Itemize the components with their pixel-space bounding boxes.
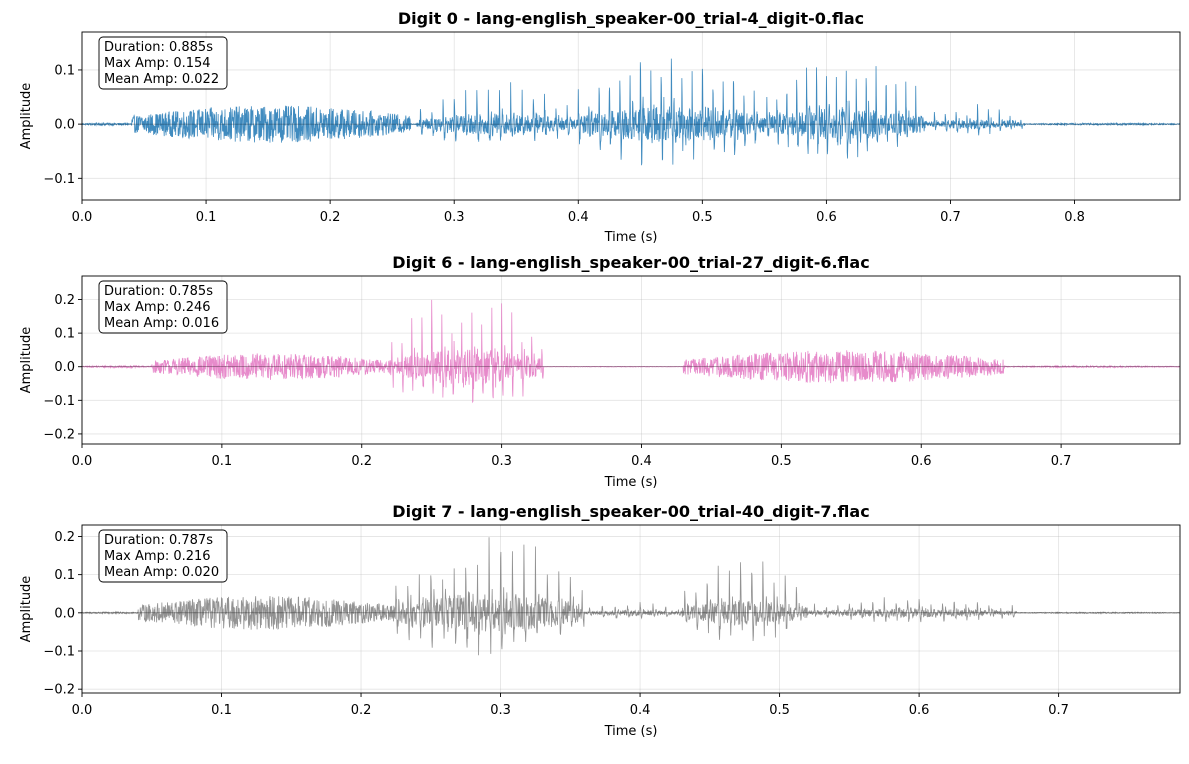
stats-line2: Max Amp: 0.154 [104, 56, 211, 71]
x-tick-label: 0.1 [212, 454, 233, 469]
x-tick-label: 0.2 [351, 703, 372, 718]
x-tick-label: 0.8 [1064, 210, 1085, 225]
x-tick-label: 0.1 [211, 703, 232, 718]
x-axis-label: Time (s) [604, 475, 658, 490]
y-axis-label: Amplitude [19, 83, 34, 150]
x-tick-label: 0.5 [771, 454, 792, 469]
y-tick-label: 0.1 [54, 63, 75, 78]
subplot-title: Digit 7 - lang-english_speaker-00_trial-… [392, 502, 869, 521]
x-tick-label: 0.7 [940, 210, 961, 225]
y-tick-label: −0.1 [43, 645, 75, 660]
x-tick-label: 0.4 [631, 454, 652, 469]
stats-line2: Max Amp: 0.246 [104, 300, 211, 315]
x-tick-label: 0.0 [72, 703, 93, 718]
y-tick-label: 0.0 [54, 360, 75, 375]
stats-line2: Max Amp: 0.216 [104, 549, 211, 564]
stats-line1: Duration: 0.885s [104, 40, 213, 55]
y-axis-label: Amplitude [19, 576, 34, 643]
stats-line1: Duration: 0.785s [104, 284, 213, 299]
y-tick-label: −0.2 [43, 683, 75, 698]
x-tick-label: 0.5 [692, 210, 713, 225]
x-tick-label: 0.2 [351, 454, 372, 469]
x-tick-label: 0.7 [1051, 454, 1072, 469]
x-tick-label: 0.4 [568, 210, 589, 225]
stats-line3: Mean Amp: 0.016 [104, 316, 219, 331]
waveform-series [82, 300, 1180, 402]
x-tick-label: 0.7 [1048, 703, 1069, 718]
y-tick-label: 0.1 [54, 568, 75, 583]
x-tick-label: 0.1 [196, 210, 217, 225]
subplot-digit-1: Digit 6 - lang-english_speaker-00_trial-… [19, 253, 1180, 490]
x-tick-label: 0.3 [490, 703, 511, 718]
x-tick-label: 0.0 [72, 210, 93, 225]
y-tick-label: −0.1 [43, 394, 75, 409]
y-tick-label: −0.2 [43, 427, 75, 442]
waveform-series [82, 59, 1180, 166]
waveform-series [82, 537, 1180, 655]
x-tick-label: 0.6 [911, 454, 932, 469]
subplot-digit-2: Digit 7 - lang-english_speaker-00_trial-… [19, 502, 1180, 739]
stats-line1: Duration: 0.787s [104, 533, 213, 548]
subplot-title: Digit 0 - lang-english_speaker-00_trial-… [398, 9, 864, 28]
y-tick-label: 0.0 [54, 118, 75, 133]
subplot-title: Digit 6 - lang-english_speaker-00_trial-… [392, 253, 869, 272]
x-tick-label: 0.6 [909, 703, 930, 718]
stats-line3: Mean Amp: 0.022 [104, 72, 219, 87]
y-tick-label: 0.0 [54, 606, 75, 621]
x-axis-label: Time (s) [604, 724, 658, 739]
axes-frame [82, 276, 1180, 444]
x-tick-label: 0.0 [72, 454, 93, 469]
y-tick-label: 0.1 [54, 327, 75, 342]
x-tick-label: 0.3 [444, 210, 465, 225]
subplot-digit-0: Digit 0 - lang-english_speaker-00_trial-… [19, 9, 1180, 245]
x-tick-label: 0.4 [630, 703, 651, 718]
x-tick-label: 0.3 [491, 454, 512, 469]
y-tick-label: 0.2 [54, 530, 75, 545]
x-axis-label: Time (s) [604, 230, 658, 245]
x-tick-label: 0.6 [816, 210, 837, 225]
x-tick-label: 0.2 [320, 210, 341, 225]
x-tick-label: 0.5 [769, 703, 790, 718]
y-axis-label: Amplitude [19, 327, 34, 394]
y-tick-label: −0.1 [43, 172, 75, 187]
y-tick-label: 0.2 [54, 293, 75, 308]
stats-line3: Mean Amp: 0.020 [104, 565, 219, 580]
